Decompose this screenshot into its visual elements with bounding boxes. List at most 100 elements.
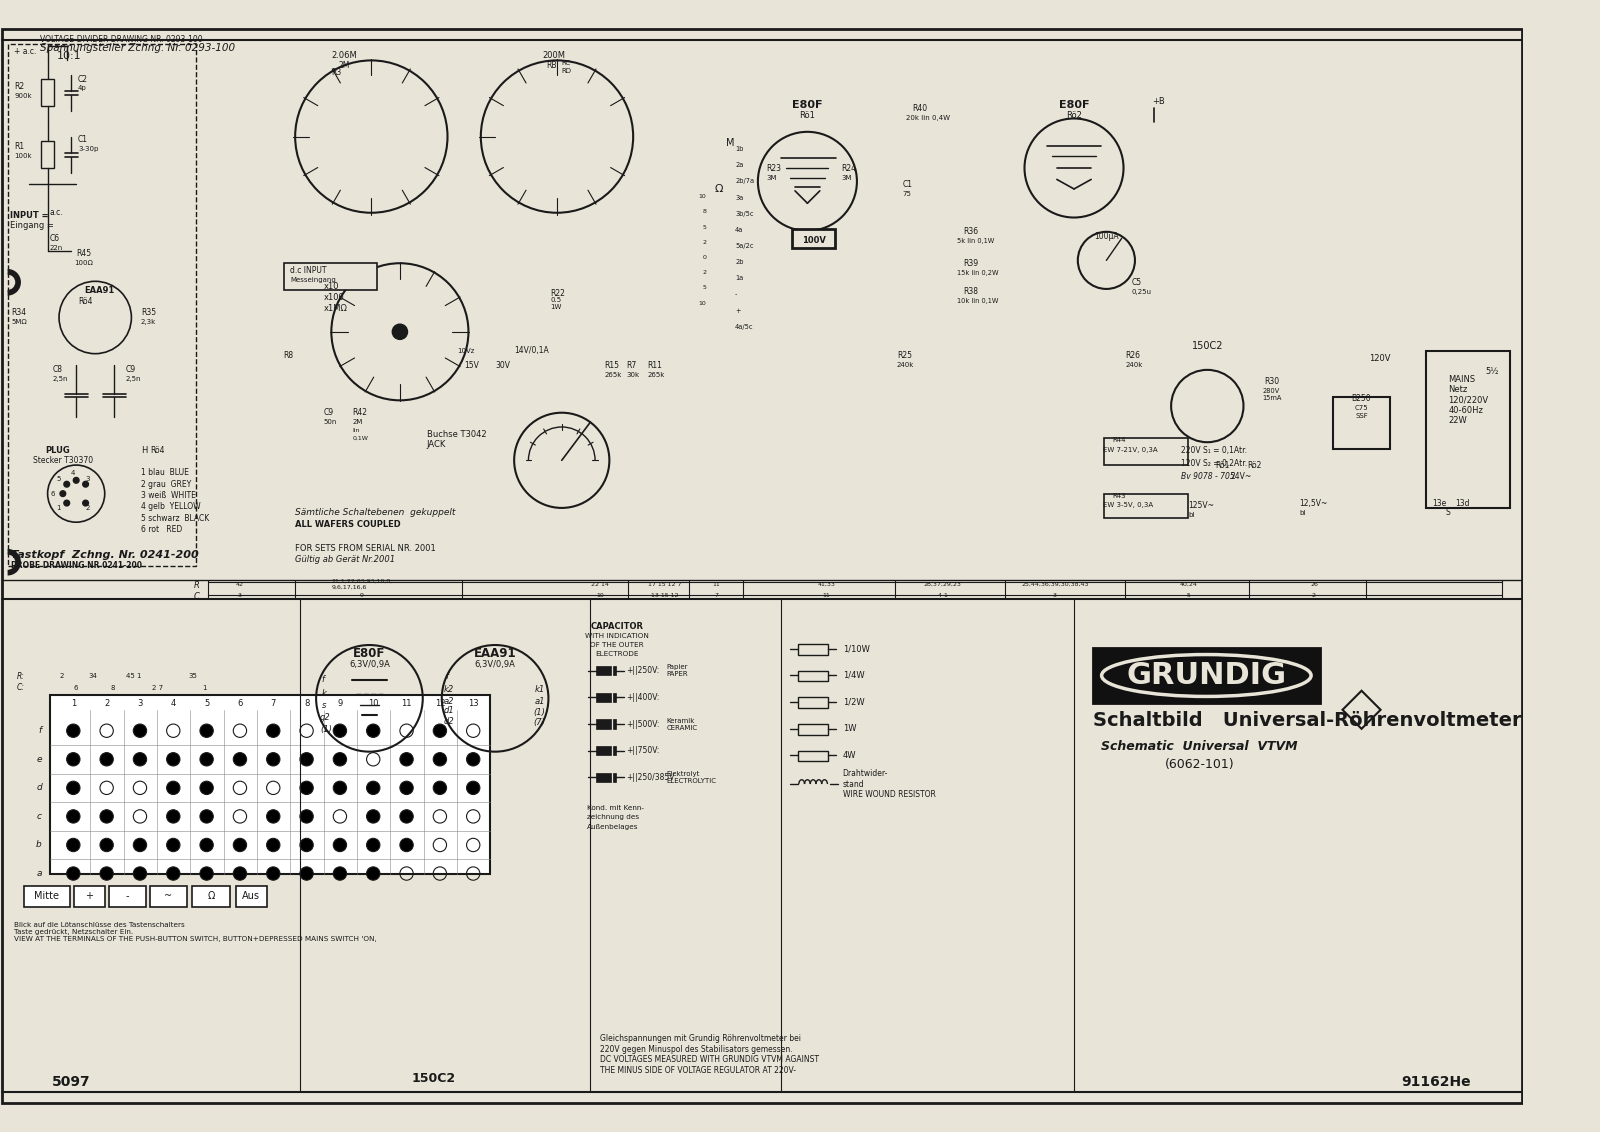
- Text: k2: k2: [443, 685, 454, 694]
- Text: 6 rot   RED: 6 rot RED: [141, 525, 182, 534]
- Text: (6062-101): (6062-101): [1165, 757, 1235, 771]
- Bar: [597, 719, 611, 729]
- Circle shape: [299, 867, 314, 881]
- Circle shape: [333, 839, 347, 851]
- Text: 1 blau  BLUE: 1 blau BLUE: [141, 469, 189, 478]
- Text: 11: 11: [822, 593, 830, 598]
- Text: ~: ~: [165, 891, 173, 901]
- Bar: [192, 886, 230, 907]
- Text: 2M: 2M: [338, 61, 349, 70]
- Text: 2,5n: 2,5n: [53, 376, 67, 383]
- Circle shape: [133, 867, 147, 881]
- Text: 265k: 265k: [648, 371, 666, 378]
- Text: PLUG: PLUG: [46, 446, 70, 455]
- Text: H: H: [141, 446, 147, 455]
- Text: 40,24: 40,24: [1179, 582, 1197, 586]
- Circle shape: [64, 500, 70, 506]
- Circle shape: [467, 781, 480, 795]
- Circle shape: [400, 839, 413, 851]
- Text: 1: 1: [56, 506, 61, 512]
- Text: 6: 6: [50, 490, 54, 497]
- Circle shape: [200, 753, 213, 766]
- Circle shape: [234, 839, 246, 851]
- Text: 3M: 3M: [766, 174, 778, 180]
- Circle shape: [400, 781, 413, 795]
- Text: 10Vz: 10Vz: [458, 348, 474, 354]
- Text: Bv 9078 - 705: Bv 9078 - 705: [1181, 472, 1234, 481]
- Text: 2: 2: [1312, 593, 1315, 598]
- Text: Gültig ab Gerät Nr.2001: Gültig ab Gerät Nr.2001: [294, 555, 395, 564]
- Text: 2 7: 2 7: [152, 685, 163, 691]
- Circle shape: [133, 839, 147, 851]
- Text: 2: 2: [702, 240, 707, 245]
- Circle shape: [67, 724, 80, 737]
- Text: 26: 26: [1310, 582, 1318, 586]
- Text: 4a: 4a: [734, 226, 744, 233]
- Text: WITH INDICATION: WITH INDICATION: [586, 634, 650, 640]
- Text: 3M: 3M: [842, 174, 853, 180]
- Text: C6: C6: [50, 234, 59, 243]
- Circle shape: [267, 753, 280, 766]
- Circle shape: [67, 867, 80, 881]
- Text: 34: 34: [90, 674, 98, 679]
- Text: g2: g2: [320, 713, 331, 722]
- Text: s: s: [322, 701, 326, 710]
- Text: (1): (1): [533, 709, 546, 718]
- Text: a.c.: a.c.: [50, 208, 62, 217]
- Text: 3: 3: [238, 593, 242, 598]
- Text: 9: 9: [360, 593, 363, 598]
- Text: 4 1: 4 1: [938, 593, 947, 598]
- Bar: [798, 724, 829, 735]
- Text: C75: C75: [1355, 405, 1368, 411]
- Text: 6: 6: [237, 698, 243, 708]
- Text: 15mA: 15mA: [1262, 395, 1282, 402]
- Bar: [798, 697, 829, 708]
- Text: 125V~: 125V~: [1189, 500, 1214, 509]
- Circle shape: [133, 753, 147, 766]
- Text: E80F: E80F: [354, 648, 386, 660]
- Circle shape: [234, 867, 246, 881]
- Text: x10: x10: [323, 282, 339, 291]
- Text: Eingang =: Eingang =: [10, 221, 53, 230]
- Text: 4 gelb  YELLOW: 4 gelb YELLOW: [141, 503, 200, 512]
- Text: 2,3k: 2,3k: [141, 319, 157, 325]
- Bar: [74, 886, 104, 907]
- Text: k: k: [322, 689, 326, 698]
- Circle shape: [299, 781, 314, 795]
- Bar: [237, 886, 267, 907]
- Text: 1: 1: [203, 685, 206, 691]
- Text: 5: 5: [702, 285, 707, 291]
- Text: Rö4: Rö4: [78, 297, 93, 306]
- Text: R22: R22: [550, 289, 565, 298]
- Circle shape: [166, 781, 179, 795]
- Circle shape: [99, 809, 114, 823]
- Circle shape: [67, 753, 80, 766]
- Text: 1/4W: 1/4W: [843, 671, 864, 680]
- Text: 13 15 12: 13 15 12: [651, 593, 678, 598]
- Text: f: f: [445, 672, 448, 681]
- Text: (7): (7): [533, 718, 546, 727]
- Text: f: f: [322, 675, 325, 684]
- Bar: [50, 695, 490, 875]
- Circle shape: [333, 753, 347, 766]
- Bar: [613, 719, 616, 729]
- Text: C9: C9: [323, 409, 334, 418]
- Text: 6,3V/0,9A: 6,3V/0,9A: [349, 660, 390, 669]
- Text: RD: RD: [562, 68, 571, 74]
- Bar: [109, 886, 146, 907]
- Text: 6,3V/0,9A: 6,3V/0,9A: [475, 660, 515, 669]
- Text: 5 schwarz  BLACK: 5 schwarz BLACK: [141, 514, 210, 523]
- Circle shape: [267, 809, 280, 823]
- Text: S: S: [1445, 508, 1450, 517]
- Text: 5: 5: [1186, 593, 1190, 598]
- Circle shape: [366, 724, 379, 737]
- Text: 1/2W: 1/2W: [843, 697, 864, 706]
- Text: 15k lin 0,2W: 15k lin 0,2W: [957, 269, 998, 276]
- Text: 12,5V~: 12,5V~: [1299, 499, 1328, 507]
- Text: R35: R35: [141, 308, 157, 317]
- Text: 4W: 4W: [843, 751, 856, 760]
- Text: R:: R:: [18, 672, 26, 681]
- Circle shape: [67, 781, 80, 795]
- Text: -: -: [126, 891, 130, 901]
- Text: 75: 75: [902, 190, 912, 197]
